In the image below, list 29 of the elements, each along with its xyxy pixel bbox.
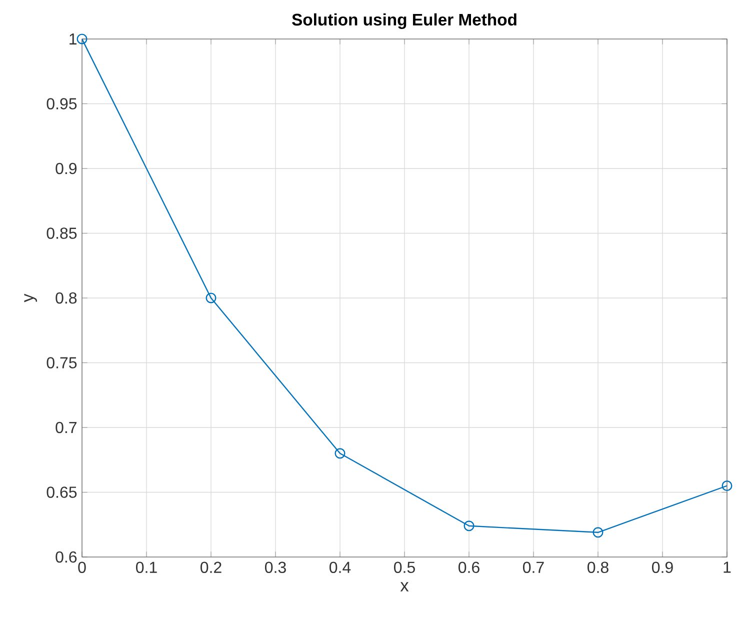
x-tick-label: 1 <box>724 562 731 573</box>
y-tick-label: 0.95 <box>46 98 77 110</box>
x-tick-label: 0 <box>78 562 86 574</box>
x-axis-title: x <box>400 582 409 592</box>
y-tick-label: 0.8 <box>56 292 77 304</box>
chart-title: Solution using Euler Method <box>292 13 516 29</box>
y-tick-label: 1 <box>70 34 77 44</box>
point <box>722 480 732 492</box>
point <box>334 448 346 459</box>
y-tick-label: 0.75 <box>46 357 77 368</box>
x-tick-label: 0.9 <box>652 562 673 574</box>
y-tick-label: 0.9 <box>56 162 77 174</box>
x-tick-label: 0.2 <box>200 562 222 574</box>
point <box>76 34 88 44</box>
y-tick-label: 0.85 <box>46 228 77 239</box>
point <box>592 527 604 538</box>
point <box>206 292 216 304</box>
x-tick-label: 0.5 <box>394 562 415 574</box>
x-tick-label: 0.6 <box>458 562 480 574</box>
y-tick-label: 0.7 <box>56 422 76 434</box>
y-tick-label: 0.65 <box>46 486 77 498</box>
point <box>464 520 474 532</box>
x-tick-label: 0.3 <box>265 562 286 574</box>
x-tick-label: 0.4 <box>330 562 351 574</box>
x-tick-label: 0.8 <box>588 562 608 574</box>
y-tick-label: 0.6 <box>56 551 77 563</box>
y-axis-title: y <box>24 294 37 302</box>
x-tick-label: 0.1 <box>136 562 157 574</box>
x-tick-label: 0.7 <box>523 562 544 574</box>
